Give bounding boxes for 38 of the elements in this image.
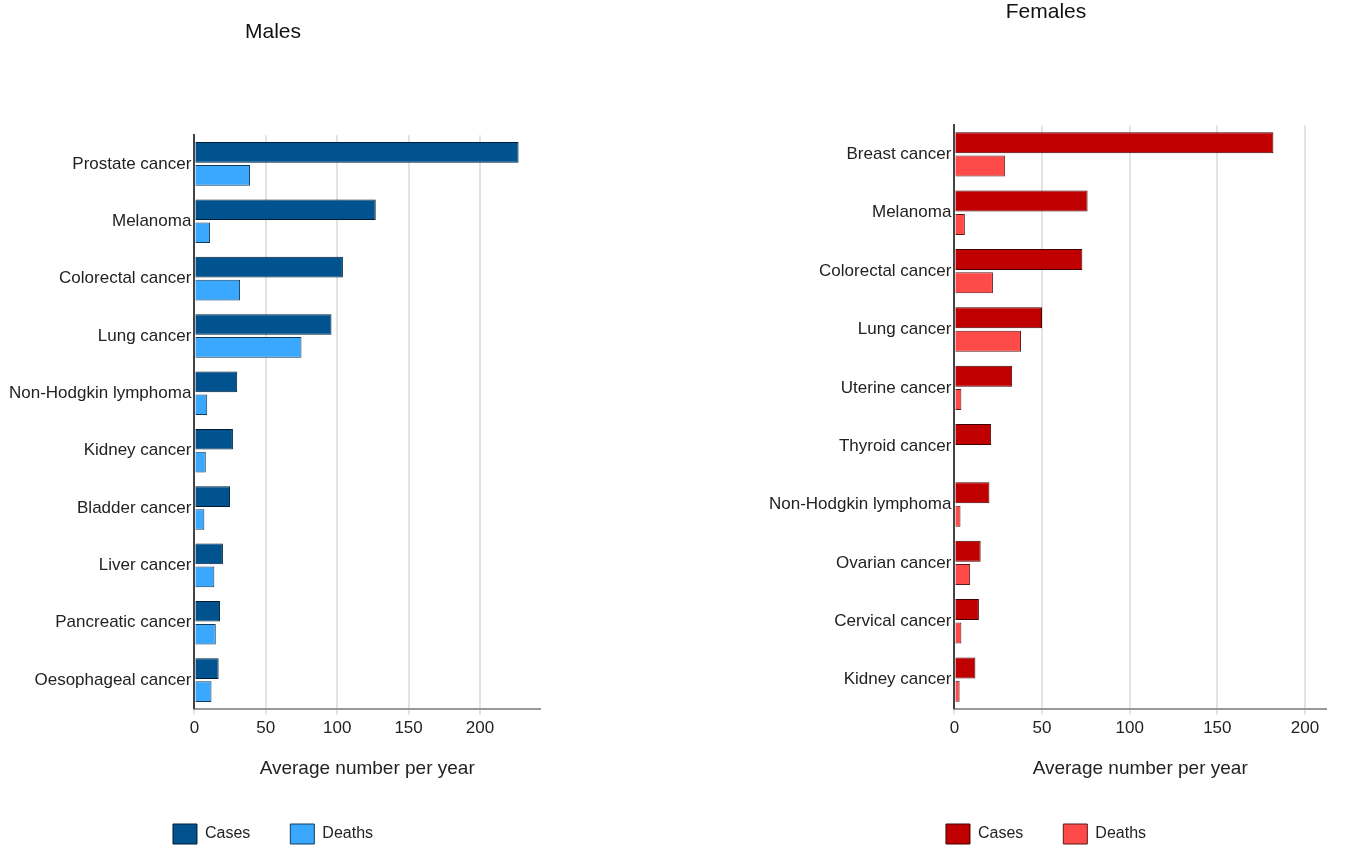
x-axis-title: Average number per year — [259, 756, 476, 778]
y-tick-label: Lung cancer — [857, 319, 952, 339]
legend-label: Cases — [204, 824, 251, 842]
x-tick-label: 50 — [256, 717, 276, 737]
legend-label: Deaths — [322, 824, 374, 842]
y-tick-label: Liver cancer — [98, 555, 192, 575]
y-tick-label: Uterine cancer — [840, 377, 952, 397]
y-tick-label: Melanoma — [111, 210, 192, 230]
chart-title: Females — [1005, 0, 1087, 23]
y-tick-label: Bladder cancer — [77, 497, 192, 517]
y-tick-label: Ovarian cancer — [836, 552, 952, 572]
y-tick-label: Melanoma — [871, 202, 952, 222]
y-tick-label: Colorectal cancer — [819, 260, 952, 280]
chart-title: Males — [244, 19, 302, 43]
x-axis-title: Average number per year — [1032, 756, 1249, 778]
y-tick-label: Oesophageal cancer — [34, 669, 192, 689]
y-tick-label: Thyroid cancer — [838, 435, 952, 455]
y-tick-label: Colorectal cancer — [59, 268, 192, 288]
x-tick-label: 50 — [1032, 717, 1052, 737]
legend-label: Deaths — [1095, 824, 1147, 842]
y-tick-label: Kidney cancer — [83, 440, 192, 460]
y-tick-label: Pancreatic cancer — [55, 612, 192, 632]
y-tick-label: Cervical cancer — [834, 610, 952, 630]
y-tick-label: Prostate cancer — [72, 153, 192, 173]
x-tick-label: 150 — [394, 717, 423, 737]
y-tick-label: Breast cancer — [846, 144, 952, 164]
x-tick-label: 150 — [1203, 717, 1232, 737]
y-tick-label: Lung cancer — [97, 325, 192, 345]
x-tick-label: 100 — [1115, 717, 1144, 737]
x-tick-label: 100 — [323, 717, 352, 737]
x-tick-label: 0 — [189, 717, 200, 737]
y-tick-label: Non-Hodgkin lymphoma — [768, 494, 952, 514]
y-tick-label: Kidney cancer — [843, 669, 952, 689]
y-tick-label: Non-Hodgkin lymphoma — [8, 383, 192, 403]
x-tick-label: 200 — [1290, 717, 1320, 737]
x-tick-label: 0 — [949, 717, 960, 737]
legend-label: Cases — [977, 824, 1024, 842]
x-tick-label: 200 — [465, 717, 495, 737]
